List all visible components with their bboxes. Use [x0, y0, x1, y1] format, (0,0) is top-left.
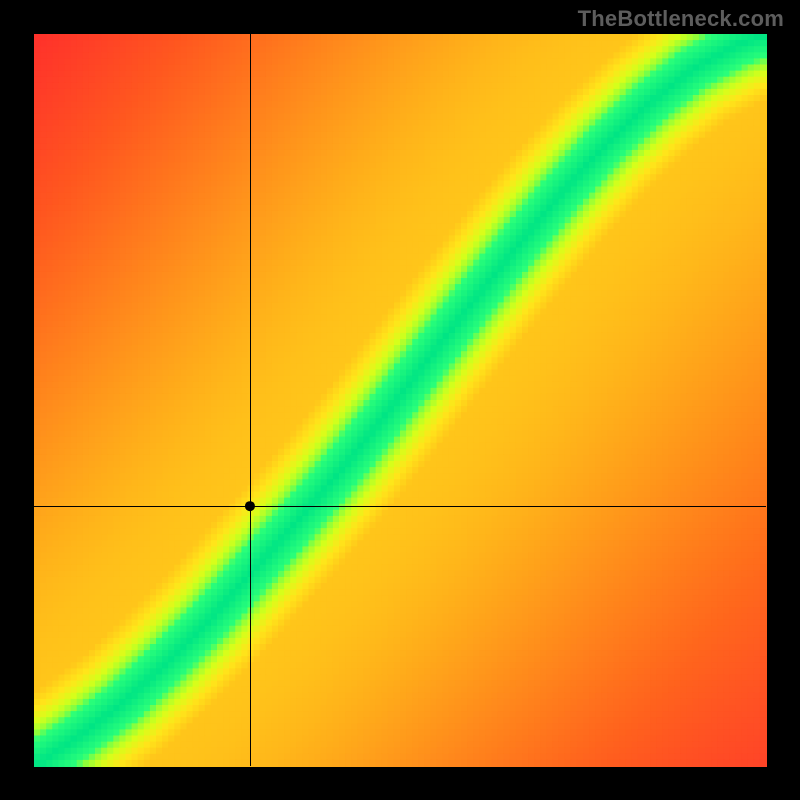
- figure-root: TheBottleneck.com: [0, 0, 800, 800]
- bottleneck-heatmap: [0, 0, 800, 800]
